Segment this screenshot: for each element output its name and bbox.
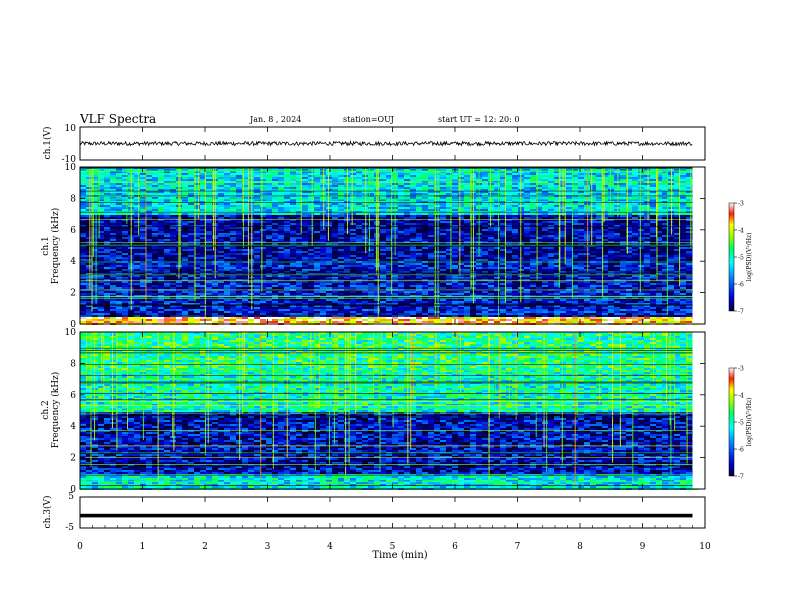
station-label: station=OUJ bbox=[343, 115, 394, 124]
start-time-label: start UT = 12: 20: 0 bbox=[438, 115, 520, 124]
time-axis-label: Time (min) bbox=[372, 550, 427, 561]
ch1-waveform-panel: 10 -10 ch.1(V) bbox=[42, 124, 706, 165]
time-tick-label: 1 bbox=[140, 542, 146, 552]
figure-title: VLF Spectra bbox=[80, 112, 157, 126]
y-tick-label: 8 bbox=[70, 359, 76, 369]
y-tick-label: 4 bbox=[70, 422, 76, 432]
time-tick-label: 9 bbox=[640, 542, 646, 552]
ch3-ytick-top: 5 bbox=[68, 492, 74, 502]
ch3-waveform-trace bbox=[80, 513, 693, 518]
time-tick-label: 3 bbox=[265, 542, 271, 552]
ch2-colorbar: -3 -4 -5 -6 -7 log(PSD)(V²/Hz) bbox=[728, 366, 753, 481]
ch1-spectrogram-panel: 0 2 4 6 8 10 ch.1Frequency (kHz) bbox=[41, 163, 706, 330]
colorbar-tick-label: -4 bbox=[738, 228, 744, 235]
ch1-yticks: 0 2 4 6 8 10 bbox=[65, 163, 705, 330]
time-tick-label: 8 bbox=[577, 542, 583, 552]
time-axis-ticks: 0 1 2 3 4 5 6 7 8 9 10 bbox=[77, 127, 711, 552]
time-tick-label: 4 bbox=[327, 542, 333, 552]
time-tick-label: 5 bbox=[390, 542, 396, 552]
colorbar-tick-label: -6 bbox=[738, 447, 744, 454]
time-tick-label: 6 bbox=[452, 542, 458, 552]
ch1-spectrogram-ylabel: ch.1Frequency (kHz) bbox=[41, 208, 61, 285]
ch1-ytick-bottom: -10 bbox=[62, 155, 77, 165]
ch3-waveform-panel: 5 -5 ch.3(V) 0 1 2 3 4 5 6 7 8 9 10 Time (min) bbox=[42, 127, 711, 561]
colorbar-tick-label: -5 bbox=[738, 255, 744, 262]
colorbar-tick-label: -5 bbox=[738, 420, 744, 427]
ch1-spectrogram-heatmap bbox=[80, 167, 705, 325]
ch2-spectrogram-panel: 0 2 4 6 8 10 ch.2Frequency (kHz) bbox=[41, 328, 706, 495]
time-tick-label: 0 bbox=[77, 542, 83, 552]
date-label: Jan. 8 , 2024 bbox=[250, 115, 302, 124]
y-tick-label: 10 bbox=[65, 163, 77, 173]
y-tick-label: 6 bbox=[70, 226, 76, 236]
y-tick-label: 2 bbox=[70, 454, 76, 464]
colorbar-tick-label: -7 bbox=[738, 309, 744, 316]
y-tick-label: 2 bbox=[70, 289, 76, 299]
ch1-waveform-ylabel: ch.1(V) bbox=[42, 127, 53, 160]
ch1-ytick-top: 10 bbox=[65, 124, 77, 134]
colorbar-tick-label: -3 bbox=[738, 201, 744, 208]
ch2-spectrogram-heatmap bbox=[80, 332, 705, 490]
time-tick-label: 7 bbox=[515, 542, 521, 552]
ch1-waveform-trace bbox=[79, 140, 693, 147]
time-tick-label: 2 bbox=[202, 542, 208, 552]
y-tick-label: 4 bbox=[70, 257, 76, 267]
ch1-colorbar-label: log(PSD)(V²/Hz) bbox=[746, 233, 753, 282]
ch2-colorbar-label: log(PSD)(V²/Hz) bbox=[746, 398, 753, 447]
ch3-waveform-ylabel: ch.3(V) bbox=[42, 496, 53, 529]
y-tick-label: 0 bbox=[70, 320, 76, 330]
colorbar-tick-label: -6 bbox=[738, 282, 744, 289]
ch2-yticks: 0 2 4 6 8 10 bbox=[65, 328, 705, 495]
ch1-colorbar: -3 -4 -5 -6 -7 log(PSD)(V²/Hz) bbox=[728, 201, 753, 316]
y-tick-label: 6 bbox=[70, 391, 76, 401]
y-tick-label: 10 bbox=[65, 328, 77, 338]
ch3-ytick-bottom: -5 bbox=[65, 523, 74, 533]
y-tick-label: 0 bbox=[70, 485, 76, 495]
colorbar-tick-label: -7 bbox=[738, 474, 744, 481]
y-tick-label: 8 bbox=[70, 194, 76, 204]
colorbar-tick-label: -4 bbox=[738, 393, 744, 400]
time-tick-label: 10 bbox=[699, 542, 711, 552]
colorbar-tick-label: -3 bbox=[738, 366, 744, 373]
ch2-spectrogram-ylabel: ch.2Frequency (kHz) bbox=[41, 372, 61, 449]
